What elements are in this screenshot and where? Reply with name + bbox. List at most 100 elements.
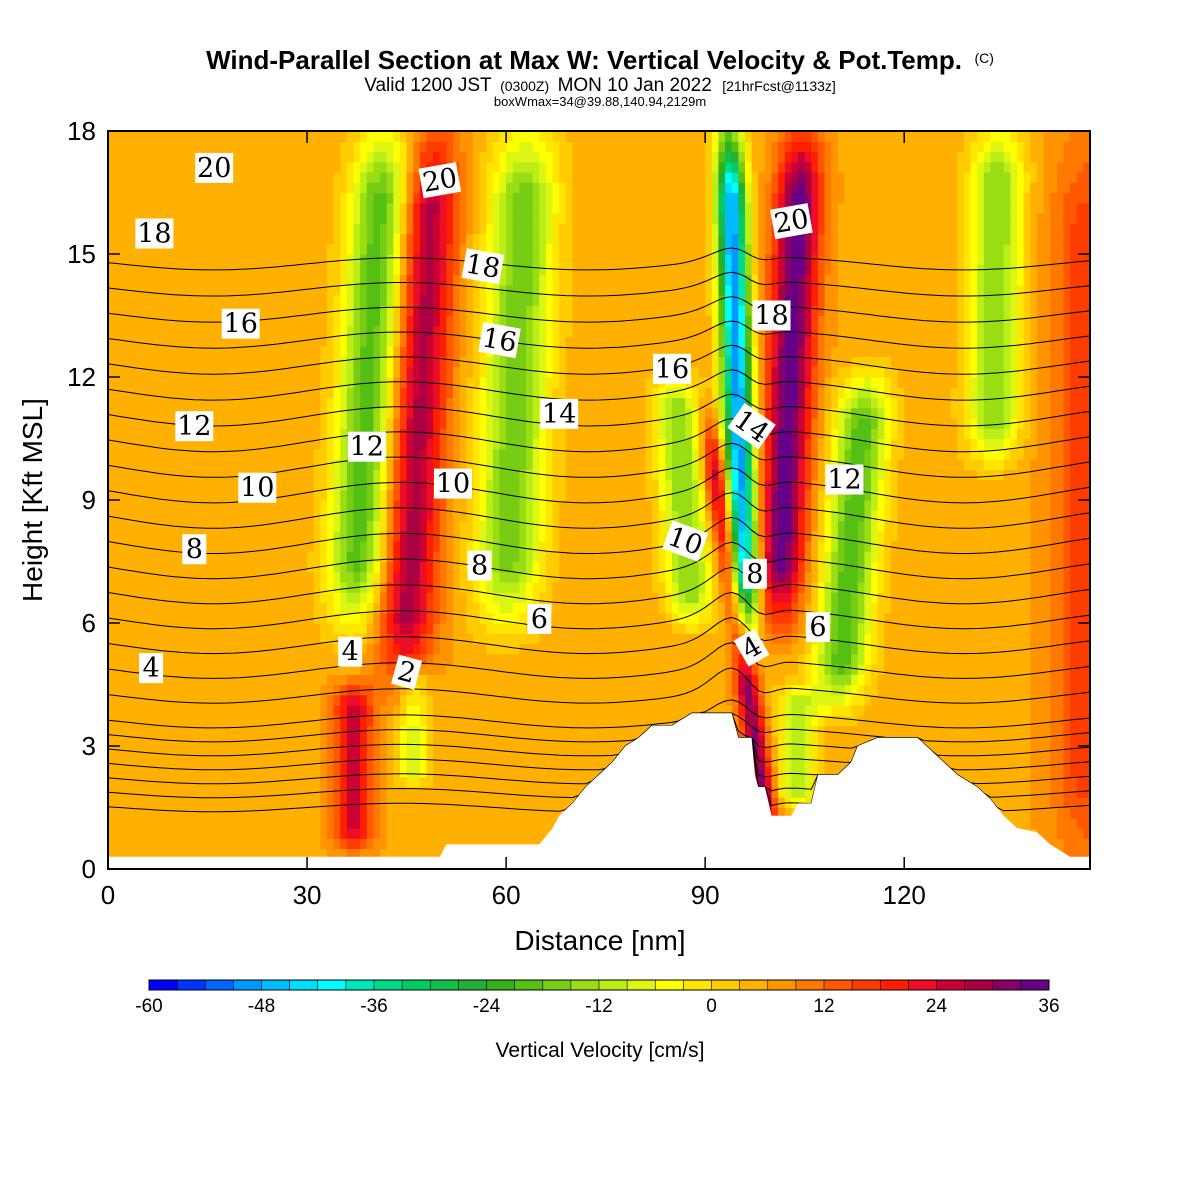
heat-cell [320, 848, 328, 860]
heat-cell [472, 828, 481, 839]
heat-cell [718, 633, 726, 645]
heat-cell [499, 530, 507, 542]
heat-cell [134, 643, 142, 655]
heat-cell [419, 571, 428, 583]
heat-cell [174, 582, 182, 593]
heat-cell [333, 787, 341, 798]
heat-cell [983, 715, 992, 727]
heat-cell [711, 592, 720, 604]
heat-cell [141, 684, 149, 696]
heat-cell [180, 787, 189, 798]
heat-cell [944, 592, 952, 604]
heat-cell [579, 561, 587, 573]
heat-cell [220, 828, 229, 839]
heat-cell [141, 807, 149, 819]
heat-cell [114, 571, 122, 583]
heat-cell [127, 807, 136, 819]
heat-cell [731, 674, 739, 686]
heat-cell [983, 694, 992, 706]
heat-cell [526, 776, 534, 788]
heat-cell [977, 776, 985, 788]
heat-cell [121, 592, 129, 604]
heat-cell [346, 838, 355, 850]
heat-cell [977, 633, 985, 645]
heat-cell [366, 602, 375, 614]
heat-cell [134, 735, 142, 747]
heat-cell [811, 735, 819, 747]
heat-cell [599, 735, 607, 747]
heat-cell [565, 664, 574, 675]
heat-cell [612, 633, 620, 645]
heat-cell [406, 602, 414, 614]
heat-cell [399, 520, 408, 532]
heat-cell [1083, 735, 1090, 747]
heat-cell [904, 592, 912, 604]
heat-cell [300, 674, 308, 686]
heat-cell [346, 848, 355, 860]
heat-cell [293, 756, 302, 768]
heat-cell [950, 715, 958, 727]
heat-cell [486, 776, 494, 788]
heat-cell [453, 807, 461, 819]
heat-cell [937, 653, 945, 665]
heat-cell [778, 592, 786, 604]
heat-cell [552, 520, 560, 532]
heat-cell [406, 633, 414, 645]
heat-cell [804, 653, 812, 665]
heat-cell [426, 746, 434, 757]
heat-cell [174, 766, 182, 778]
heat-cell [373, 643, 381, 655]
heat-cell [519, 592, 527, 604]
heat-cell [419, 623, 428, 634]
heat-cell [393, 807, 401, 819]
heat-cell [492, 633, 501, 645]
heat-cell [380, 643, 388, 655]
heat-cell [632, 694, 640, 706]
heat-cell [997, 756, 1005, 768]
heat-cell [141, 612, 149, 624]
heat-cell [811, 694, 819, 706]
heat-cell [910, 664, 919, 675]
heat-cell [824, 674, 832, 686]
heat-cell [439, 735, 447, 747]
heat-cell [618, 551, 627, 563]
heat-cell [267, 592, 275, 604]
heat-cell [559, 541, 567, 552]
heat-cell [990, 787, 998, 798]
heat-cell [559, 653, 567, 665]
heat-cell [804, 561, 812, 573]
heat-cell [565, 633, 574, 645]
heat-cell [798, 735, 806, 747]
heat-cell [326, 592, 335, 604]
heat-cell [1003, 705, 1011, 716]
heat-cell [446, 633, 454, 645]
heat-cell [599, 643, 607, 655]
heat-cell [492, 612, 501, 624]
heat-cell [386, 602, 394, 614]
heat-cell [990, 643, 998, 655]
heat-cell [413, 592, 421, 604]
heat-cell [572, 766, 580, 778]
heat-cell [127, 551, 136, 563]
heat-cell [1070, 715, 1078, 727]
heat-cell [526, 725, 534, 737]
heat-cell [532, 520, 540, 532]
heat-cell [778, 541, 786, 552]
heat-cell [287, 705, 295, 716]
heat-cell [141, 623, 149, 634]
heat-cell [1010, 715, 1018, 727]
heat-cell [559, 633, 567, 645]
heat-cell [346, 756, 355, 768]
heat-cell [1076, 828, 1084, 839]
heat-cell [273, 530, 282, 542]
heat-cell [486, 756, 494, 768]
heat-cell [214, 776, 222, 788]
heat-cell [837, 715, 846, 727]
heat-cell [426, 807, 434, 819]
heat-cell [1076, 592, 1084, 604]
heat-cell [353, 797, 361, 809]
heat-cell [353, 715, 361, 727]
heat-cell [479, 735, 487, 747]
heat-cell [373, 592, 381, 604]
